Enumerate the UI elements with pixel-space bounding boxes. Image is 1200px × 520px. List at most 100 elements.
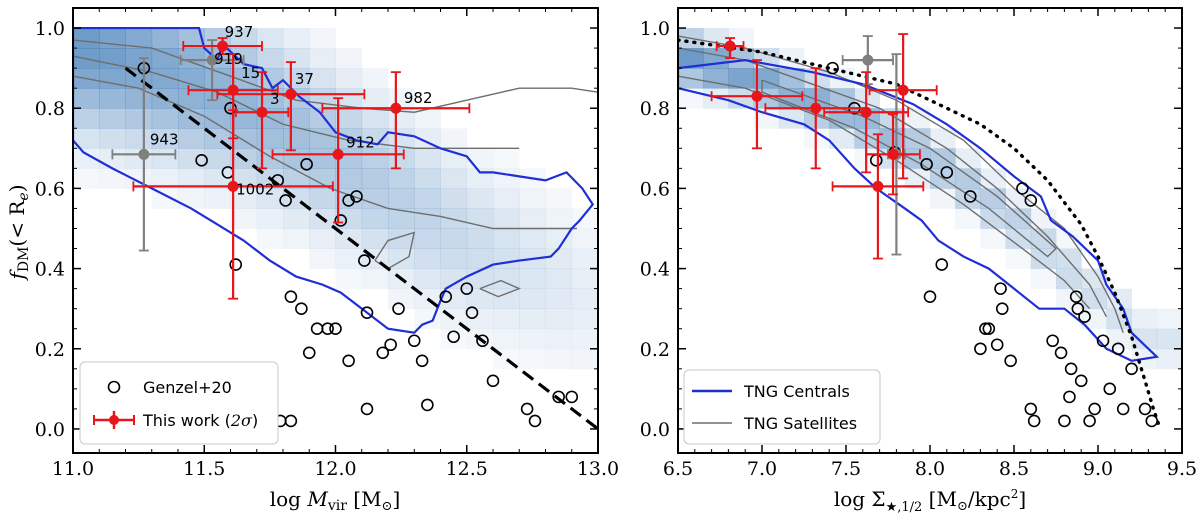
density-cell <box>519 288 546 310</box>
x-tick-label: 12.0 <box>314 458 356 480</box>
genzel-point <box>1004 354 1017 368</box>
tng-centrals-contour <box>678 59 1160 362</box>
point-id-label: 3 <box>270 90 280 108</box>
density-cell <box>440 128 468 149</box>
density-cell <box>519 208 546 229</box>
genzel-point <box>476 334 489 348</box>
genzel-point <box>1069 290 1083 303</box>
density-cell <box>493 248 520 269</box>
density-cell <box>466 168 494 189</box>
point-id-label: 37 <box>295 70 314 88</box>
density-cell <box>256 228 284 249</box>
x-label-sun: ⊙ <box>382 499 393 514</box>
density-cell <box>571 308 598 330</box>
genzel-point <box>940 166 954 179</box>
density-cell <box>256 28 284 49</box>
x-tick-label: 9.5 <box>1167 458 1197 480</box>
density-cell <box>283 68 310 89</box>
density-cell <box>335 268 363 290</box>
x-axis-label: log Σ★,1/2 [M⊙/kpc2] <box>834 487 1026 515</box>
x-label-prefix: log Σ <box>834 487 886 511</box>
density-cell <box>125 168 153 189</box>
density-cell <box>256 208 284 229</box>
density-cell <box>151 48 179 69</box>
density-cell <box>414 128 441 149</box>
density-cell <box>1056 228 1082 249</box>
density-cell <box>466 248 494 269</box>
density-cell <box>309 28 336 49</box>
y-tick-label: 0.4 <box>35 259 65 281</box>
this-work-point-marker <box>810 102 822 114</box>
density-cell <box>440 228 468 249</box>
density-cell <box>466 308 494 330</box>
density-cell <box>571 288 598 310</box>
genzel-point <box>439 290 453 303</box>
legend-work-sigma: 2σ <box>230 411 253 430</box>
density-cell <box>440 268 468 290</box>
density-cell <box>829 88 855 109</box>
genzel-point <box>1016 182 1029 195</box>
point-id-label: 1002 <box>236 180 274 198</box>
density-cell <box>178 168 205 189</box>
legend-work-marker <box>109 415 119 425</box>
x-label-var: M <box>306 487 328 511</box>
point-id-label: 937 <box>225 23 254 41</box>
density-cell <box>178 28 205 49</box>
density-cell <box>125 108 153 129</box>
genzel-point <box>358 254 371 267</box>
density-cell <box>1131 328 1158 350</box>
satellites-contour-line <box>479 279 522 298</box>
density-cell <box>414 108 441 129</box>
density-cell <box>361 168 389 189</box>
genzel-point <box>1125 362 1138 376</box>
density-cell <box>361 148 389 169</box>
y-tick-label: 0.0 <box>35 419 65 441</box>
x-tick-label: 8.0 <box>915 458 945 480</box>
genzel-point <box>342 354 355 368</box>
genzel-point <box>1145 414 1159 428</box>
density-cell <box>388 168 415 189</box>
x-tick-label: 6.5 <box>663 458 693 480</box>
x-tick-label: 11.0 <box>52 458 94 480</box>
y-tick-label: 1.0 <box>640 18 670 40</box>
genzel-point <box>1103 382 1117 396</box>
this-work-points <box>132 37 471 300</box>
genzel-point <box>990 338 1004 352</box>
density-cell <box>178 68 205 89</box>
density-cell <box>361 108 389 129</box>
genzel-point <box>995 302 1009 315</box>
density-cell <box>545 348 573 370</box>
genzel-point <box>520 402 534 416</box>
genzel-point <box>1054 346 1068 360</box>
legend-genzel-label: Genzel+20 <box>143 378 232 397</box>
density-cell <box>178 188 205 209</box>
legend-box <box>79 361 279 445</box>
y-tick-label: 1.0 <box>35 18 65 40</box>
density-cell <box>519 328 546 350</box>
density-cell <box>571 268 598 290</box>
density-cell <box>1030 268 1057 290</box>
x-label-sup: 2 <box>1011 487 1019 501</box>
density-cell <box>283 28 310 49</box>
density-cell <box>414 208 441 229</box>
density-cell <box>1081 308 1107 330</box>
y-axis-label: fDM(< Re) <box>5 184 32 281</box>
legend-work-paren-open: ( <box>225 411 231 430</box>
density-cell <box>545 248 573 269</box>
density-cell <box>493 148 520 169</box>
density-cell <box>361 208 389 229</box>
density-cell <box>309 188 336 209</box>
point-id-label: 919 <box>214 50 243 68</box>
density-cell <box>151 148 179 169</box>
density-cell <box>519 268 546 290</box>
this-work-point-marker <box>332 148 344 160</box>
density-cell <box>151 68 179 89</box>
genzel-point <box>360 402 374 416</box>
genzel-point <box>415 354 429 368</box>
this-work-point-marker <box>872 180 884 192</box>
density-cell <box>414 228 441 249</box>
genzel-point <box>1064 362 1078 376</box>
density-cell <box>1005 208 1032 229</box>
density-cell <box>571 208 598 229</box>
density-cell <box>955 148 981 169</box>
